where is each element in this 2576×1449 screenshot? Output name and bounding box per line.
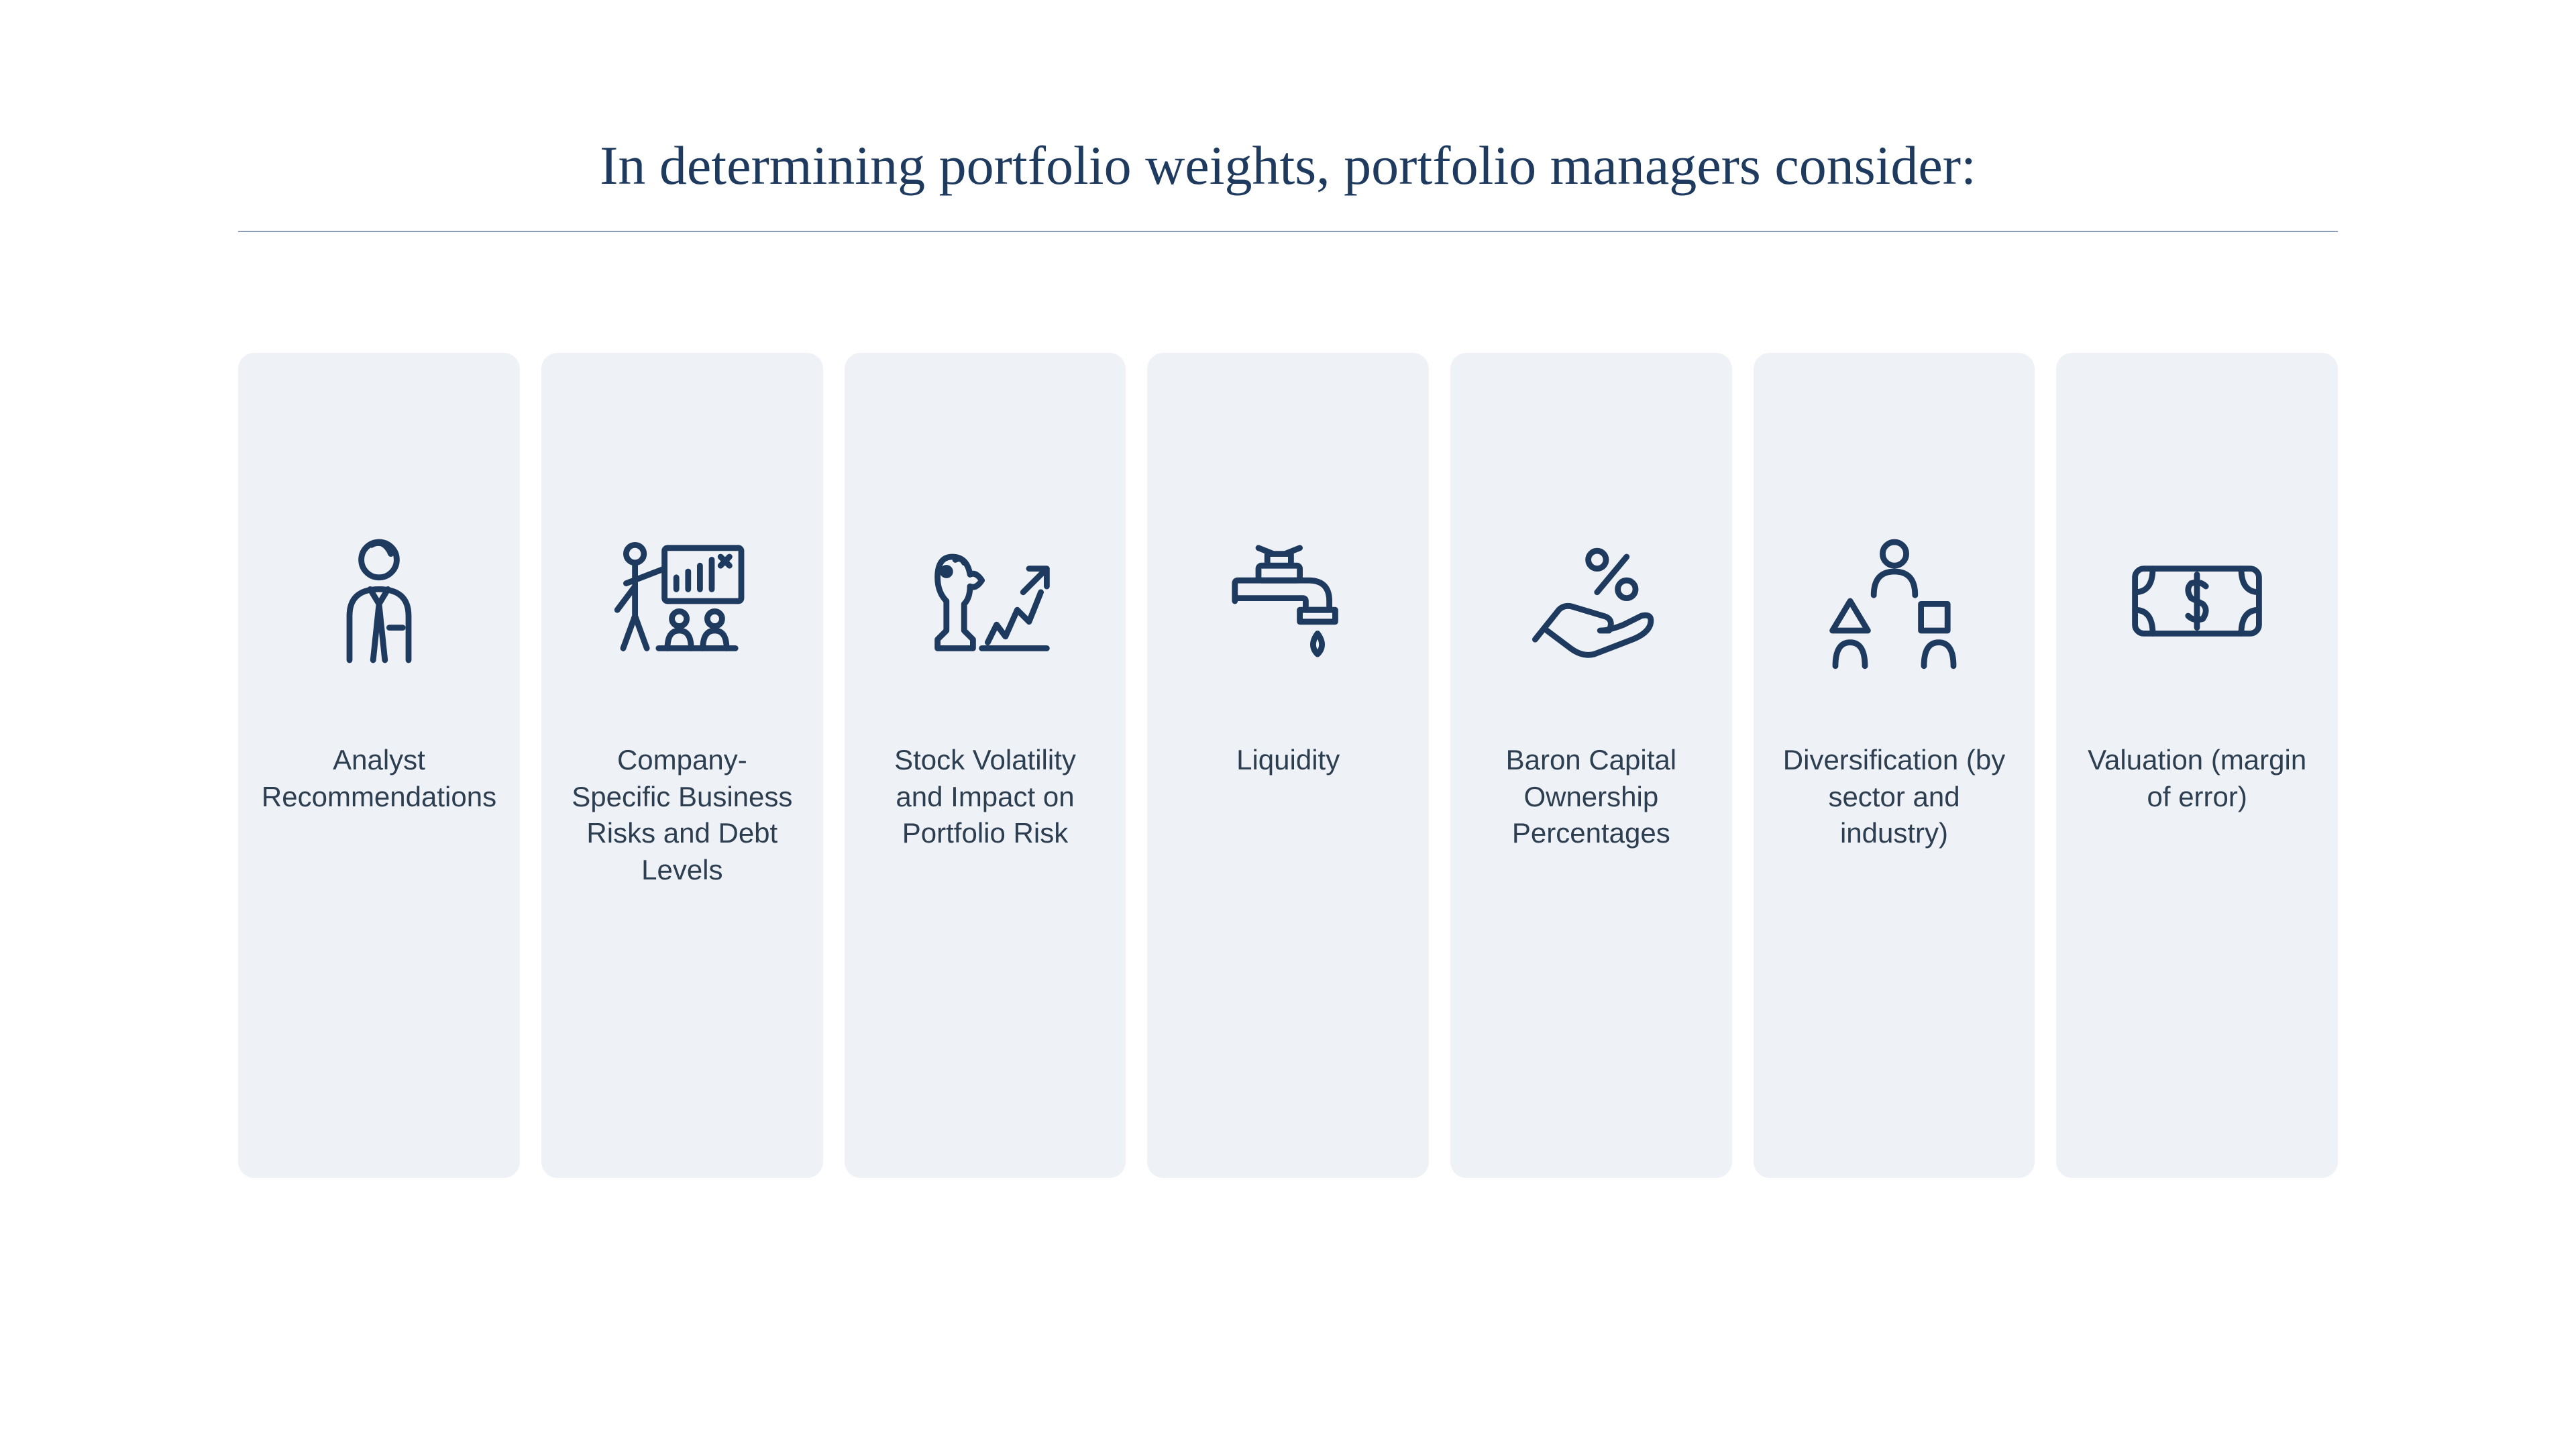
card-label: Stock Volatility and Impact on Portfolio… [865, 742, 1106, 852]
page-title: In determining portfolio weights, portfo… [600, 134, 1976, 197]
presentation-icon [608, 527, 756, 675]
card-analyst: Analyst Recommendations [238, 353, 520, 1178]
card-label: Company-Specific Business Risks and Debt… [561, 742, 803, 888]
hand-percent-icon [1517, 527, 1665, 675]
card-label: Valuation (margin of error) [2076, 742, 2318, 815]
faucet-icon [1214, 527, 1362, 675]
card-label: Analyst Recommendations [255, 742, 503, 815]
dollar-bill-icon [2123, 527, 2271, 675]
card-company-risks: Company-Specific Business Risks and Debt… [541, 353, 823, 1178]
title-divider [238, 231, 2338, 232]
card-valuation: Valuation (margin of error) [2056, 353, 2338, 1178]
card-label: Baron Capital Ownership Percentages [1470, 742, 1712, 852]
card-diversification: Diversification (by sector and industry) [1754, 353, 2035, 1178]
shapes-people-icon [1821, 527, 1968, 675]
card-ownership: Baron Capital Ownership Percentages [1450, 353, 1732, 1178]
card-liquidity: Liquidity [1147, 353, 1429, 1178]
card-label: Diversification (by sector and industry) [1774, 742, 2015, 852]
card-volatility: Stock Volatility and Impact on Portfolio… [845, 353, 1126, 1178]
card-label: Liquidity [1230, 742, 1346, 779]
analyst-icon [305, 527, 453, 675]
chess-chart-icon [911, 527, 1059, 675]
cards-container: Analyst Recommendations Company-Specific… [238, 353, 2338, 1178]
